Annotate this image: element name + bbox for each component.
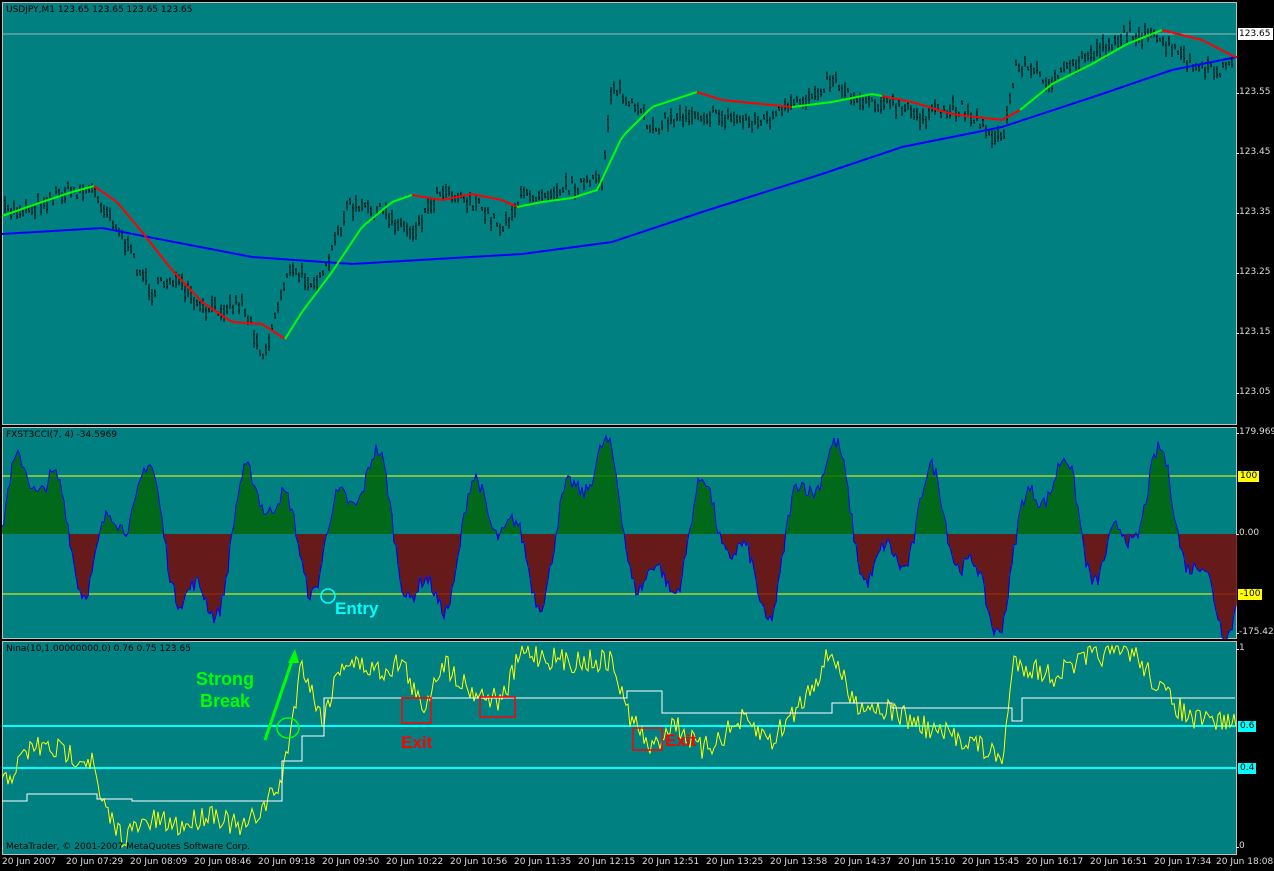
cci-top-label: 179.9699: [1236, 427, 1274, 437]
fast-moving-average-segment: [284, 194, 413, 340]
time-tick: 20 Jun 09:50: [322, 857, 380, 867]
fast-moving-average-segment: [93, 185, 286, 340]
price-tick: 123.15: [1236, 327, 1271, 337]
cci-zero-label: 0.00: [1235, 528, 1260, 538]
cci-pane-title: FXST3CCI(7, 4) -34.5969: [6, 430, 118, 440]
exit-annotation-1: Exit: [401, 733, 433, 752]
time-tick: 20 Jun 15:10: [898, 857, 956, 867]
nina-bottom-label: 0: [1236, 841, 1245, 851]
fast-moving-average-segment: [696, 91, 793, 108]
time-tick: 20 Jun 07:29: [66, 857, 124, 867]
strong-break-line2: Break: [199, 691, 251, 711]
fast-moving-average-segment: [791, 92, 883, 108]
time-tick: 20 Jun 16:51: [1090, 857, 1148, 867]
nina-signal-line: [2, 690, 1235, 802]
cci-upper-level-label: 100: [1238, 471, 1260, 482]
price-pane-title: USDJPY,M1 123.65 123.65 123.65 123.65: [6, 5, 193, 15]
strong-break-line1: Strong: [196, 669, 254, 689]
nina-high-level-label: 0.6: [1238, 721, 1257, 732]
price-chart-canvas[interactable]: [2, 2, 1237, 425]
long-moving-average-line: [2, 56, 1237, 266]
time-tick: 20 Jun 10:22: [386, 857, 444, 867]
exit-marker-box: [632, 727, 663, 751]
price-tick: 123.05: [1236, 387, 1271, 397]
nina-low-level-label: 0.4: [1238, 763, 1257, 774]
cci-axis: 179.9699 100 0.00 -100 -175.425: [1235, 427, 1274, 639]
time-tick: 20 Jun 16:17: [1026, 857, 1084, 867]
cci-bottom-label: -175.425: [1235, 627, 1274, 637]
time-tick: 20 Jun 14:37: [834, 857, 892, 867]
fast-moving-average-segment: [1161, 29, 1237, 58]
price-axis: 123.65 123.55 123.45 123.35 123.25 123.1…: [1236, 2, 1274, 425]
time-tick: 20 Jun 08:09: [130, 857, 188, 867]
time-tick: 20 Jun 13:25: [706, 857, 764, 867]
price-tick: 123.25: [1236, 267, 1271, 277]
entry-annotation: Entry: [335, 599, 379, 618]
time-tick: 20 Jun 18:08: [1216, 857, 1274, 867]
entry-marker-circle: [320, 588, 336, 604]
time-tick: 20 Jun 12:15: [578, 857, 636, 867]
exit-marker-box: [479, 696, 516, 718]
time-tick: 20 Jun 10:56: [450, 857, 508, 867]
price-chart-pane[interactable]: USDJPY,M1 123.65 123.65 123.65 123.65: [2, 2, 1237, 425]
cci-lower-level-label: -100: [1238, 589, 1263, 600]
current-price-label: 123.65: [1238, 28, 1273, 40]
fast-moving-average-segment: [411, 192, 518, 208]
cci-line: [2, 434, 1237, 639]
time-tick: 20 Jun 11:35: [514, 857, 572, 867]
price-tick: 123.35: [1236, 207, 1271, 217]
price-tick: 123.55: [1236, 87, 1271, 97]
nina-axis: 1 0.6 0.4 0: [1236, 641, 1274, 855]
cci-indicator-canvas[interactable]: [2, 427, 1237, 639]
nina-indicator-canvas[interactable]: [2, 641, 1237, 855]
time-tick: 20 Jun 12:51: [642, 857, 700, 867]
cci-indicator-pane[interactable]: FXST3CCI(7, 4) -34.5969 Entry: [2, 427, 1237, 639]
nina-indicator-pane[interactable]: Nina(10,1.00000000,0) 0.76 0.75 123.65 S…: [2, 641, 1237, 855]
time-tick: 20 Jun 2007: [2, 857, 57, 867]
nina-main-line: [2, 644, 1237, 849]
time-tick: 20 Jun 17:34: [1154, 857, 1212, 867]
strong-break-marker-circle: [276, 717, 300, 739]
strong-break-annotation: Strong Break: [196, 668, 254, 712]
exit-annotation-2: Exit: [665, 731, 697, 750]
fast-moving-average-segment: [1019, 29, 1163, 111]
fast-moving-average-segment: [881, 95, 1021, 122]
time-tick: 20 Jun 15:45: [962, 857, 1020, 867]
time-tick: 20 Jun 09:18: [258, 857, 316, 867]
price-tick: 123.45: [1236, 147, 1271, 157]
fast-moving-average-segment: [2, 185, 95, 217]
strong-break-arrowhead: [288, 649, 299, 663]
nina-top-label: 1: [1236, 643, 1245, 653]
time-axis: 20 Jun 2007 20 Jun 07:29 20 Jun 08:09 20…: [0, 855, 1274, 871]
time-tick: 20 Jun 13:58: [770, 857, 828, 867]
copyright-text: MetaTrader, © 2001-2007 MetaQuotes Softw…: [6, 842, 251, 852]
nina-pane-title: Nina(10,1.00000000,0) 0.76 0.75 123.65: [6, 644, 191, 654]
time-tick: 20 Jun 08:46: [194, 857, 252, 867]
strong-break-arrow-shaft: [263, 654, 296, 741]
exit-marker-box: [401, 697, 432, 724]
fast-moving-average-segment: [516, 91, 698, 208]
